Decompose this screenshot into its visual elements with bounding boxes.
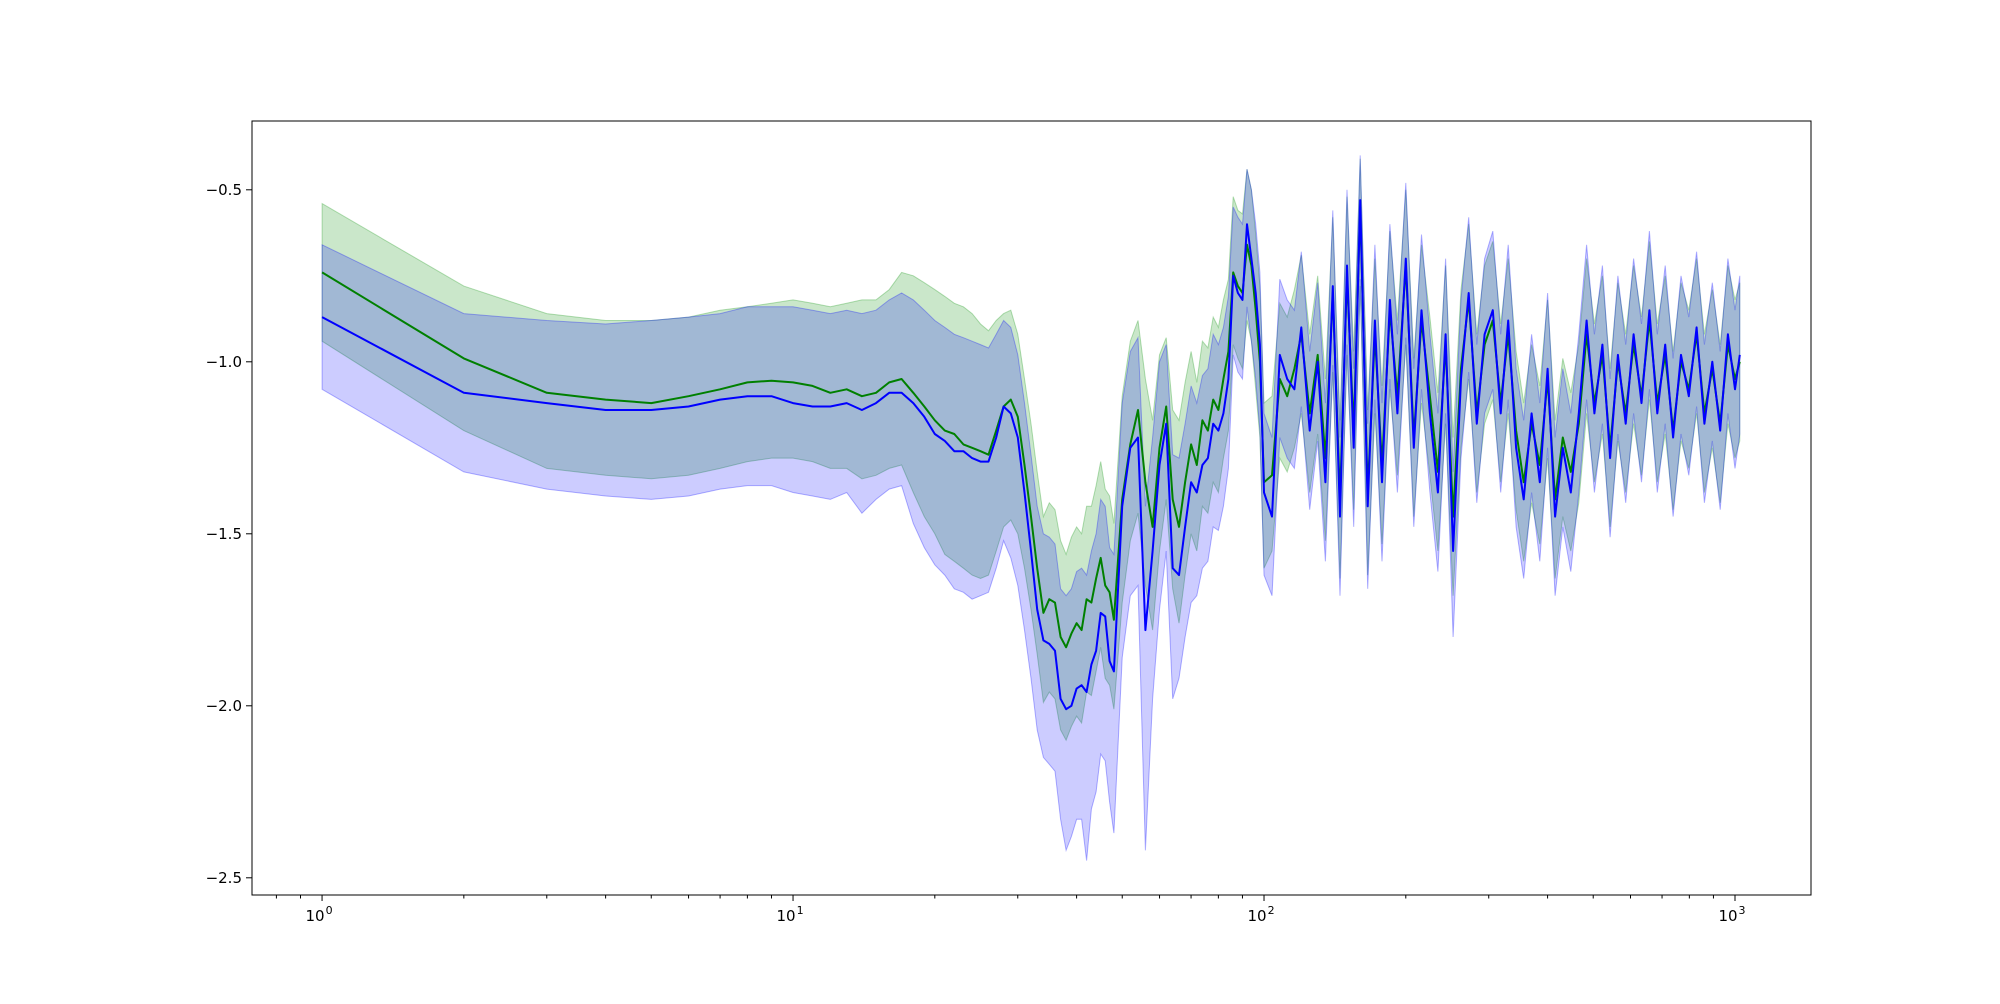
x-tick-exponent: 0 [326, 904, 333, 917]
y-tick-label: −1.0 [206, 353, 242, 371]
y-tick-label: −0.5 [206, 181, 242, 199]
y-tick-label: −2.5 [206, 869, 242, 887]
y-tick-label: −1.5 [206, 525, 242, 543]
y-axis: −0.5 −1.0 −1.5 −2.0 −2.5 [206, 181, 252, 887]
line-series-2 [321, 199, 1741, 711]
band-series-1 [321, 158, 1741, 742]
x-tick-exponent: 1 [797, 904, 804, 917]
x-tick-exponent: 3 [1739, 904, 1746, 917]
line-series-1 [321, 206, 1741, 649]
y-tick-label: −2.0 [206, 697, 242, 715]
band-series-2 [321, 155, 1741, 861]
x-tick-exponent: 2 [1268, 904, 1275, 917]
plot-frame [251, 120, 1812, 896]
confidence-bands [321, 155, 1741, 861]
series-lines [321, 199, 1741, 711]
